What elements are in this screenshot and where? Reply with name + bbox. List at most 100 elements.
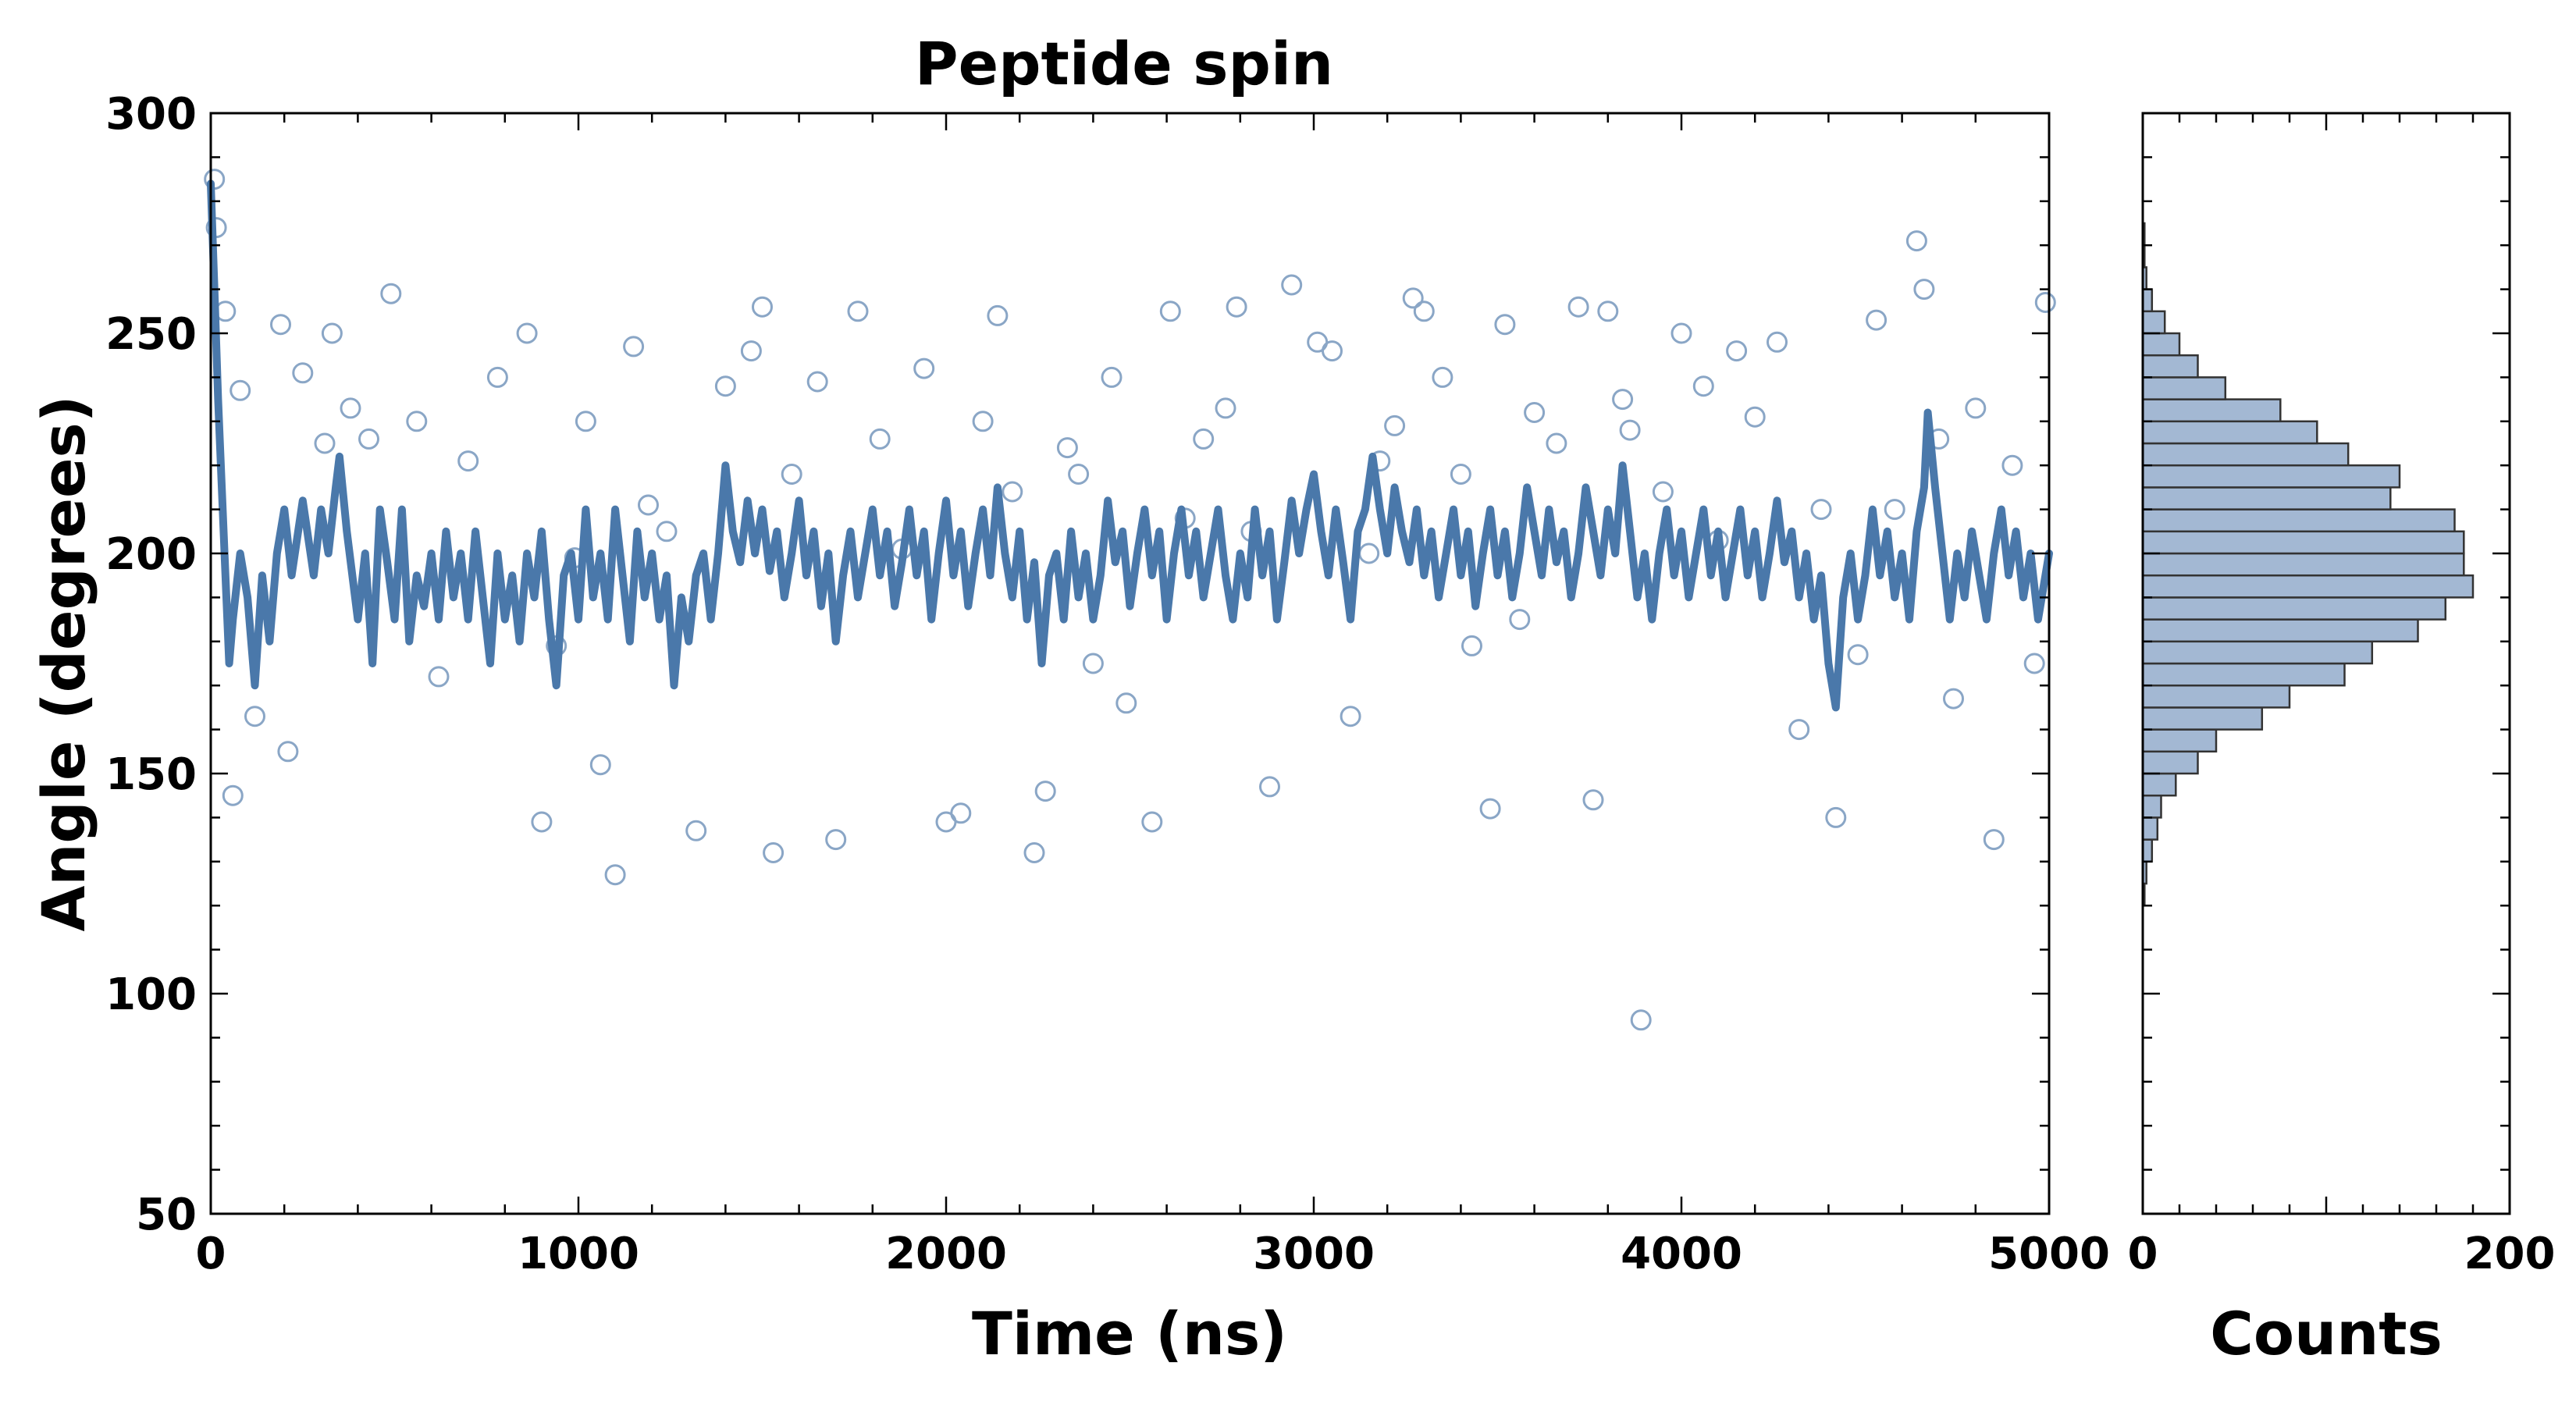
scatter-point	[1479, 798, 1501, 820]
scatter-point	[1744, 406, 1766, 428]
scatter-point	[869, 428, 891, 450]
histogram-x-axis-label: Counts	[2210, 1299, 2443, 1368]
scatter-point	[1983, 829, 2005, 851]
scatter-point	[685, 820, 707, 841]
scatter-point	[1384, 414, 1406, 436]
histogram-area: 0 200	[2128, 112, 2556, 1279]
x-tick-label: 1000	[518, 1229, 639, 1279]
histogram-bar	[2141, 376, 2227, 400]
histogram-bar	[2141, 288, 2154, 313]
scatter-point	[1509, 609, 1531, 631]
x-tick-label: 0	[196, 1229, 226, 1279]
scatter-point	[1141, 811, 1163, 833]
histogram-bar	[2141, 530, 2465, 555]
scatter-point	[604, 864, 626, 886]
scatter-point	[1259, 776, 1280, 798]
histogram-bar	[2141, 640, 2374, 665]
scatter-point	[270, 314, 291, 336]
hist-x-tick-label: 0	[2128, 1229, 2158, 1279]
scatter-point	[1402, 287, 1424, 309]
scatter-point	[1943, 688, 1964, 710]
scatter-point	[1002, 481, 1023, 503]
scatter-point	[987, 304, 1009, 326]
histogram-bars	[2141, 222, 2475, 907]
scatter-point	[1193, 428, 1215, 450]
scatter-point	[1726, 340, 1748, 362]
scatter-point	[516, 322, 538, 344]
scatter-point	[340, 397, 361, 419]
scatter-point	[1101, 366, 1123, 388]
x-axis-label: Time (ns)	[972, 1299, 1287, 1368]
scatter-point	[1226, 296, 1247, 318]
scatter-point	[1461, 635, 1482, 656]
main-plot-ticks: 0 1000 2000 3000 4000 5000 50 100 150 200 250 300	[105, 89, 2110, 1279]
histogram-bar	[2141, 310, 2166, 335]
scatter-point	[406, 411, 428, 432]
scatter-point	[1115, 692, 1137, 714]
y-tick-label: 150	[105, 749, 197, 800]
scatter-point	[950, 802, 972, 824]
x-tick-label: 4000	[1621, 1229, 1742, 1279]
histogram-bar	[2141, 464, 2401, 489]
histogram-bar	[2141, 684, 2291, 709]
y-tick-label: 200	[105, 529, 197, 580]
scatter-point	[277, 741, 299, 763]
running-average-path	[207, 180, 2053, 712]
scatter-point	[913, 357, 935, 379]
scatter-point	[1322, 340, 1343, 362]
histogram-bar	[2141, 486, 2392, 510]
scatter-point	[2001, 454, 2023, 476]
scatter-point	[656, 521, 678, 542]
scatter-point	[1810, 499, 1832, 521]
scatter-point	[1159, 301, 1181, 322]
y-tick-label: 100	[105, 969, 197, 1020]
histogram-bar	[2141, 442, 2350, 467]
scatter-point	[1281, 274, 1303, 296]
scatter-point	[1965, 397, 1987, 419]
x-tick-label: 5000	[1988, 1229, 2110, 1279]
histogram-bar	[2141, 706, 2264, 731]
scatter-point	[457, 450, 479, 472]
scatter-point	[1652, 481, 1674, 503]
y-tick-label: 50	[136, 1190, 197, 1240]
histogram-bar	[2141, 574, 2475, 599]
main-plot-area: 0 1000 2000 3000 4000 5000 50 100 150 200 250 300	[105, 89, 2110, 1279]
scatter-point	[1692, 375, 1714, 397]
scatter-point	[1866, 309, 1888, 331]
scatter-point	[1340, 706, 1361, 727]
scatter-point	[1847, 644, 1869, 666]
y-axis-label: Angle (degrees)	[29, 395, 98, 931]
scatter-point	[1567, 296, 1589, 318]
scatter-point	[2034, 292, 2056, 313]
scatter-point	[623, 336, 645, 357]
hist-x-tick-label: 200	[2464, 1229, 2556, 1279]
scatter-point	[1619, 419, 1641, 441]
scatter-point	[740, 340, 762, 362]
scatter-point	[638, 494, 659, 516]
y-tick-label: 250	[105, 309, 197, 360]
scatter-point	[781, 464, 802, 485]
histogram-bar	[2141, 596, 2447, 621]
histogram-bar	[2141, 794, 2162, 819]
scatter-points	[204, 169, 2056, 1031]
scatter-point	[1082, 653, 1104, 674]
scatter-point	[1494, 314, 1516, 336]
scatter-point	[575, 411, 596, 432]
scatter-point	[1524, 402, 1546, 423]
scatter-point	[1788, 719, 1810, 741]
scatter-point	[1825, 806, 1847, 828]
scatter-point	[2023, 653, 2045, 674]
scatter-point	[1413, 301, 1435, 322]
scatter-point	[752, 296, 773, 318]
scatter-point	[314, 432, 336, 454]
scatter-point	[1767, 331, 1788, 353]
scatter-point	[1432, 366, 1453, 388]
scatter-point	[1913, 279, 1935, 301]
scatter-point	[806, 371, 828, 393]
scatter-point	[1884, 499, 1905, 521]
scatter-point	[292, 362, 314, 384]
histogram-frame	[2141, 112, 2511, 1215]
scatter-point	[1450, 464, 1471, 485]
running-average-line	[207, 180, 2053, 712]
